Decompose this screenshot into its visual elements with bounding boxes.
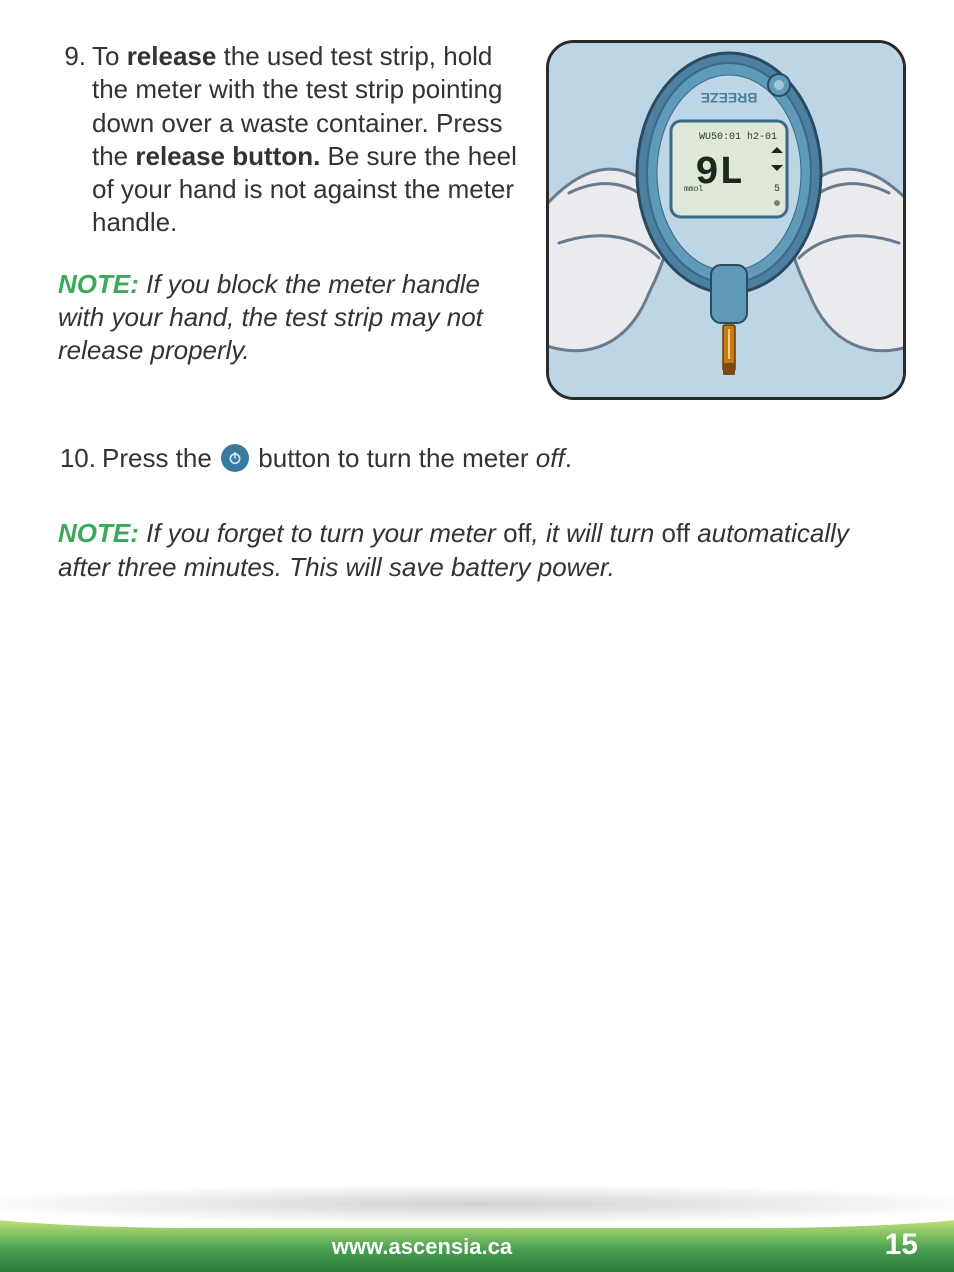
note2-a: If you forget to turn your meter xyxy=(139,518,503,548)
step10-post: . xyxy=(565,443,572,473)
note2-b: , it will turn xyxy=(532,518,662,548)
footer-url: www.ascensia.ca xyxy=(0,1234,844,1260)
step10-off: off xyxy=(536,443,565,473)
svg-text:BREEZE: BREEZE xyxy=(701,90,758,106)
svg-text:5: 5 xyxy=(774,184,780,195)
instructions-column: 9. To release the used test strip, hold … xyxy=(48,40,518,400)
step-10-number: 10. xyxy=(48,442,102,475)
step10-pre: Press the xyxy=(102,443,219,473)
step-9: 9. To release the used test strip, hold … xyxy=(48,40,518,240)
step9-bold2: release button. xyxy=(135,141,320,171)
note-2-label: NOTE: xyxy=(58,518,139,548)
svg-text:h2-01: h2-01 xyxy=(747,131,777,143)
note2-off2: off xyxy=(662,518,690,548)
step9-bold1: release xyxy=(127,41,217,71)
note2-off1: off xyxy=(503,518,531,548)
footer-arc xyxy=(0,1176,954,1228)
step-9-number: 9. xyxy=(48,40,92,240)
step-9-text: To release the used test strip, hold the… xyxy=(92,40,518,240)
illustration: BREEZE WU50:01 h2-01 9L mmol 5 xyxy=(546,40,906,400)
power-icon xyxy=(221,444,249,472)
step10-mid: button to turn the meter xyxy=(251,443,536,473)
note-2: NOTE: If you forget to turn your meter o… xyxy=(48,517,906,585)
footer: www.ascensia.ca 15 xyxy=(0,1202,954,1272)
top-section: 9. To release the used test strip, hold … xyxy=(48,40,906,400)
page: 9. To release the used test strip, hold … xyxy=(0,0,954,1272)
step9-pre: To xyxy=(92,41,127,71)
svg-text:mmol: mmol xyxy=(684,185,703,194)
step-10: 10. Press the button to turn the meter o… xyxy=(48,442,906,475)
meter-illustration-svg: BREEZE WU50:01 h2-01 9L mmol 5 xyxy=(549,43,906,400)
svg-text:WU50:01: WU50:01 xyxy=(699,132,741,143)
note-1-label: NOTE: xyxy=(58,269,139,299)
step-10-text: Press the button to turn the meter off. xyxy=(102,442,906,475)
page-number: 15 xyxy=(885,1228,918,1262)
note-1: NOTE: If you block the meter handle with… xyxy=(48,268,518,368)
